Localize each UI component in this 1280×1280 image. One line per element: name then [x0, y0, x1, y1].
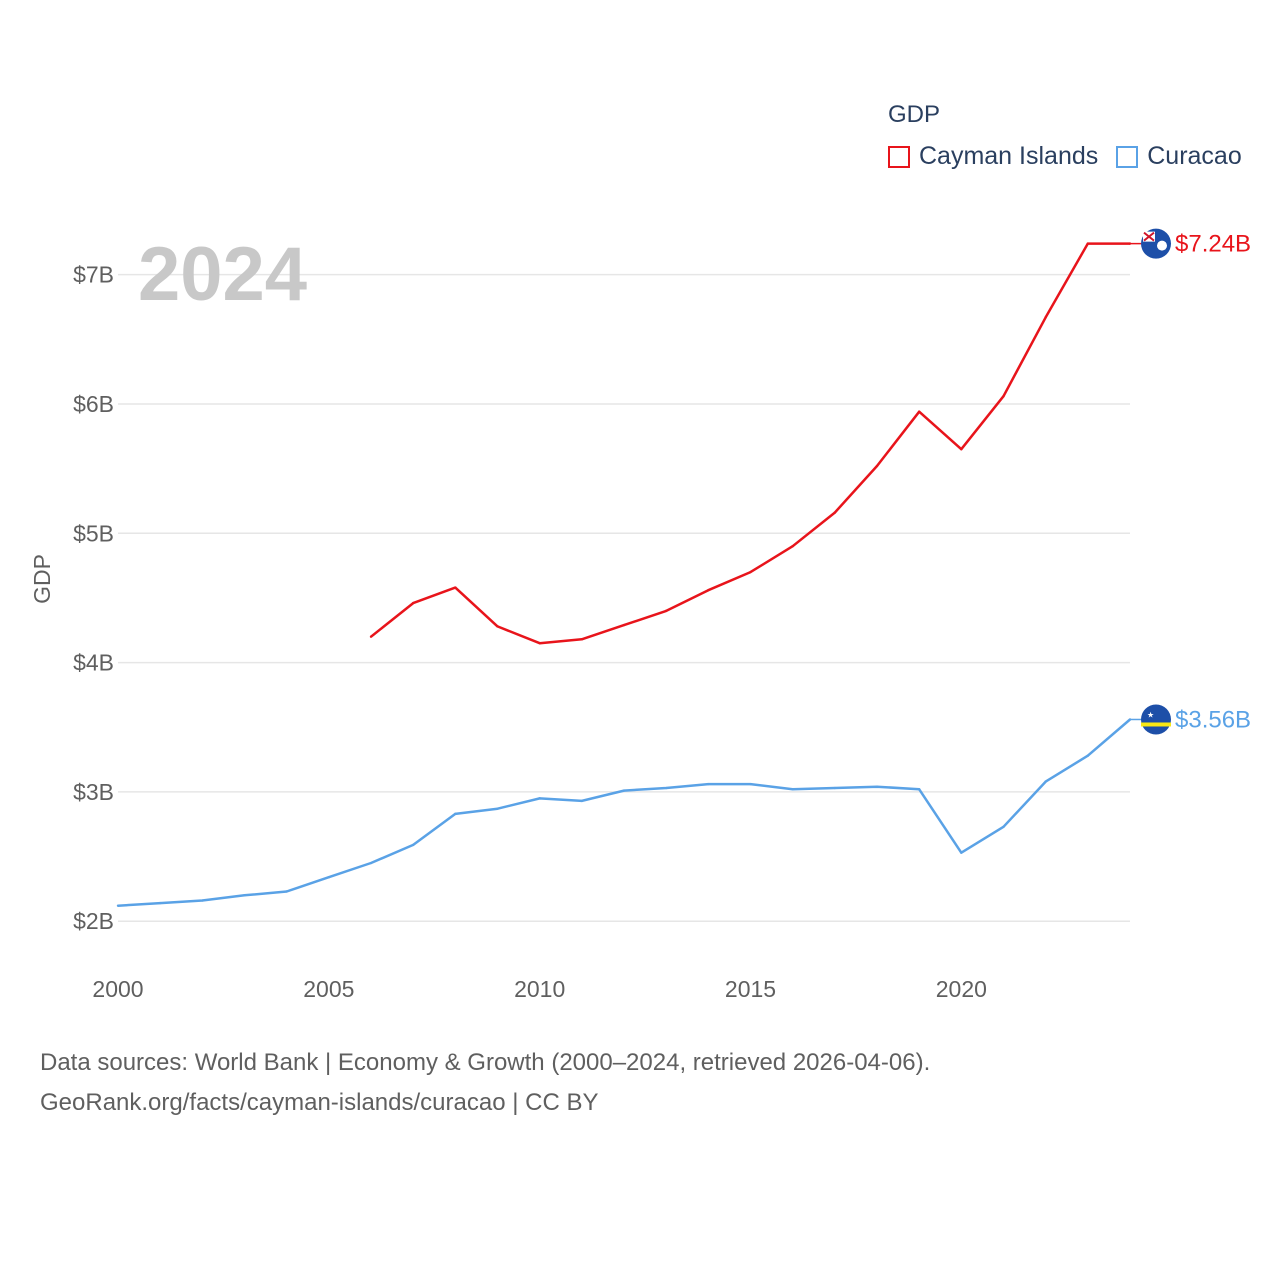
legend: Cayman Islands Curacao: [888, 142, 1260, 171]
y-axis-ticks: $2B $3B $4B $5B $6B $7B: [73, 262, 114, 935]
x-axis-ticks: 2000 2005 2010 2015 2020: [92, 976, 987, 1002]
data-point-curacao: [875, 785, 879, 788]
flag-stripe: [1141, 722, 1171, 727]
data-point-cayman-islands: [1002, 395, 1005, 398]
y-tick-label: $7B: [73, 262, 114, 288]
data-point-curacao: [243, 894, 246, 897]
legend-label-curacao: Curacao: [1147, 142, 1242, 170]
data-point-cayman-islands: [749, 570, 752, 574]
data-point-cayman-islands: [622, 623, 626, 627]
data-point-curacao: [116, 904, 120, 907]
legend-swatch-curacao: [1116, 145, 1139, 168]
legend-label-cayman-islands: Cayman Islands: [919, 142, 1099, 170]
data-point-curacao: [285, 890, 288, 893]
gridlines: [118, 273, 1130, 922]
x-tick-label: 2000: [92, 976, 143, 1002]
data-point-curacao: [1002, 825, 1005, 829]
data-point-curacao: [791, 788, 794, 791]
y-tick-label: $6B: [73, 391, 114, 417]
data-point-curacao: [580, 799, 584, 803]
year-watermark: 2024: [138, 232, 307, 317]
data-point-cayman-islands: [411, 601, 415, 605]
data-point-cayman-islands: [454, 586, 457, 589]
data-point-curacao: [327, 876, 331, 879]
flag-cross: [1143, 231, 1155, 242]
data-point-cayman-islands: [707, 588, 710, 592]
y-tick-label: $5B: [73, 520, 114, 546]
data-point-curacao: [960, 851, 963, 854]
data-point-cayman-islands: [369, 635, 373, 638]
series-line-curacao: [117, 718, 1131, 907]
x-tick-label: 2010: [514, 976, 565, 1002]
x-tick-label: 2020: [936, 976, 987, 1002]
legend-item-curacao[interactable]: Curacao: [1116, 142, 1242, 171]
data-point-curacao: [1044, 780, 1047, 783]
data-point-curacao: [622, 789, 626, 792]
x-tick-label: 2005: [303, 976, 354, 1002]
data-point-cayman-islands: [496, 625, 499, 628]
data-point-curacao: [369, 861, 373, 865]
flag-disc: [1141, 704, 1171, 735]
source-note: Data sources: World Bank | Economy & Gro…: [40, 1043, 930, 1123]
y-axis-label: GDP: [29, 554, 55, 604]
y-tick-label: $4B: [73, 650, 114, 676]
series-line-cayman-islands: [370, 242, 1130, 645]
legend-item-cayman-islands[interactable]: Cayman Islands: [888, 142, 1098, 171]
data-point-curacao: [411, 843, 415, 847]
end-value-label-cayman-islands: $7.24B: [1175, 231, 1251, 258]
y-tick-label: $2B: [73, 908, 114, 934]
source-line-1: Data sources: World Bank | Economy & Gro…: [40, 1049, 931, 1076]
end-value-label-curacao: $3.56B: [1175, 706, 1251, 733]
flag-shield: [1157, 240, 1167, 251]
flag-star: ★: [1147, 710, 1154, 719]
data-point-curacao: [496, 807, 499, 810]
data-point-curacao: [201, 899, 204, 902]
data-point-cayman-islands: [875, 464, 879, 468]
data-point-curacao: [833, 786, 837, 790]
data-point-curacao: [1086, 754, 1090, 757]
legend-swatch-cayman-islands: [888, 145, 910, 168]
data-point-curacao: [454, 812, 457, 816]
data-point-cayman-islands: [833, 511, 837, 514]
y-tick-label: $3B: [73, 779, 114, 805]
data-point-cayman-islands: [580, 638, 584, 641]
legend-title: GDP: [888, 101, 941, 128]
data-point-cayman-islands: [960, 448, 963, 451]
data-point-cayman-islands: [538, 641, 541, 645]
data-point-cayman-islands: [664, 609, 668, 613]
data-point-cayman-islands: [1086, 242, 1090, 245]
data-point-curacao: [749, 782, 752, 786]
data-point-curacao: [917, 788, 921, 791]
data-point-curacao: [158, 901, 162, 905]
data-point-curacao: [664, 786, 668, 790]
curacao-flag-icon: ★: [1141, 704, 1171, 735]
source-line-2[interactable]: GeoRank.org/facts/cayman-islands/curacao…: [40, 1089, 599, 1116]
cayman-islands-flag-icon: [1141, 228, 1171, 259]
data-point-curacao: [538, 797, 541, 800]
data-point-curacao: [707, 782, 710, 786]
x-tick-label: 2015: [725, 976, 776, 1002]
data-point-cayman-islands: [1044, 316, 1047, 319]
data-point-cayman-islands: [917, 410, 921, 413]
data-point-cayman-islands: [791, 545, 794, 548]
